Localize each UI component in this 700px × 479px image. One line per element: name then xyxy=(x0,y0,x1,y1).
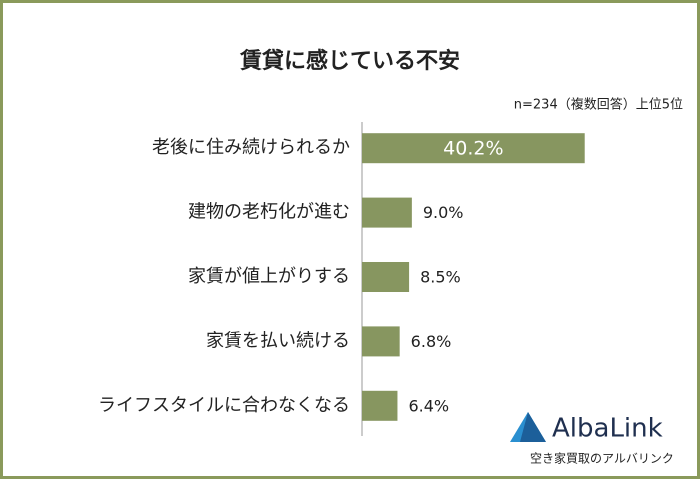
bar xyxy=(362,197,412,228)
y-tick-label: 家賃を払い続ける xyxy=(206,330,350,351)
value-label: 6.4% xyxy=(408,396,449,415)
y-tick-label: 老後に住み続けられるか xyxy=(152,137,350,158)
y-tick-label: 家賃が値上がりする xyxy=(188,266,350,287)
value-label: 40.2% xyxy=(443,138,503,160)
logo-tagline: 空き家買取のアルバリンク xyxy=(530,451,674,466)
bar xyxy=(362,262,410,292)
bar xyxy=(362,326,400,357)
bar xyxy=(362,390,398,421)
logo-icon-shade xyxy=(520,412,546,442)
logo-name: AlbaLink xyxy=(552,414,663,444)
y-tick-label: 建物の老朽化が進む xyxy=(188,202,350,223)
chart-title: 賃貸に感じている不安 xyxy=(239,48,460,74)
value-label: 6.8% xyxy=(411,332,452,351)
value-label: 9.0% xyxy=(423,203,464,222)
bar xyxy=(362,133,585,164)
value-label: 8.5% xyxy=(420,268,461,287)
y-tick-label: ライフスタイルに合わなくなる xyxy=(98,395,350,416)
subtitle: n=234（複数回答）上位5位 xyxy=(514,97,683,113)
